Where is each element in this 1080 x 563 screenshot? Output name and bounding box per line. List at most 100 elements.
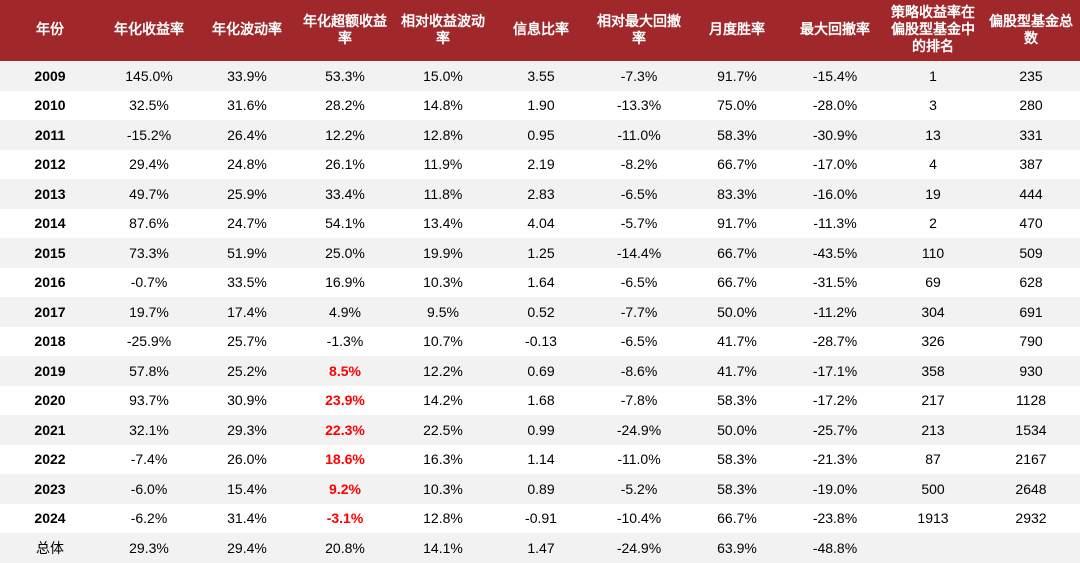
excess-return-cell: 22.3% xyxy=(325,421,365,438)
max-drawdown-cell: -16.0% xyxy=(812,185,858,202)
table-row: 2012 29.4% 24.8% 26.1% 11.9% 2.19 -8.2% 66.7% -1… xyxy=(0,149,1080,179)
fund-count-cell: 790 xyxy=(1019,333,1043,350)
max-drawdown-cell: -28.0% xyxy=(812,97,858,114)
information-ratio-cell: -0.91 xyxy=(525,510,557,527)
rank-cell: 1 xyxy=(929,67,937,84)
monthly-win-rate-cell: 50.0% xyxy=(717,421,757,438)
annual-volatility-cell: 17.4% xyxy=(227,303,267,320)
relative-volatility-cell: 10.3% xyxy=(423,480,463,497)
rank-cell: 87 xyxy=(925,451,941,468)
information-ratio-cell: 2.19 xyxy=(527,156,555,173)
year-cell: 2018 xyxy=(34,333,66,350)
relative-volatility-cell: 9.5% xyxy=(427,303,459,320)
annual-return-cell: 93.7% xyxy=(129,392,169,409)
relative-max-drawdown-cell: -5.7% xyxy=(620,215,658,232)
monthly-win-rate-cell: 58.3% xyxy=(717,392,757,409)
annual-return-cell: -0.7% xyxy=(130,274,168,291)
relative-max-drawdown-cell: -14.4% xyxy=(616,244,662,261)
monthly-win-rate-cell: 91.7% xyxy=(717,67,757,84)
monthly-win-rate-cell: 41.7% xyxy=(717,362,757,379)
relative-max-drawdown-cell: -8.6% xyxy=(620,362,658,379)
table-row: 2020 93.7% 30.9% 23.9% 14.2% 1.68 -7.8% 58.3% -1… xyxy=(0,385,1080,415)
fund-count-cell: 444 xyxy=(1019,185,1043,202)
annual-volatility-cell: 29.4% xyxy=(227,539,267,556)
information-ratio-cell: 0.69 xyxy=(527,362,555,379)
max-drawdown-cell: -28.7% xyxy=(812,333,858,350)
information-ratio-cell: 1.68 xyxy=(527,392,555,409)
annual-volatility-cell: 25.7% xyxy=(227,333,267,350)
monthly-win-rate-cell: 50.0% xyxy=(717,303,757,320)
information-ratio-cell: 0.99 xyxy=(527,421,555,438)
fund-count-cell: 387 xyxy=(1019,156,1043,173)
rank-cell: 213 xyxy=(921,421,945,438)
year-cell: 2022 xyxy=(34,451,66,468)
annual-return-cell: 32.1% xyxy=(129,421,169,438)
annual-return-cell: 73.3% xyxy=(129,244,169,261)
relative-volatility-cell: 14.2% xyxy=(423,392,463,409)
header-relative-volatility: 相对收益波动率 xyxy=(401,13,485,47)
excess-return-cell: 26.1% xyxy=(325,156,365,173)
header-annual-return: 年化收益率 xyxy=(114,22,184,38)
rank-cell: 4 xyxy=(929,156,937,173)
relative-max-drawdown-cell: -10.4% xyxy=(616,510,662,527)
excess-return-cell: 18.6% xyxy=(325,451,365,468)
excess-return-cell: 23.9% xyxy=(325,392,365,409)
monthly-win-rate-cell: 66.7% xyxy=(717,510,757,527)
year-cell: 2020 xyxy=(34,392,66,409)
fund-count-cell xyxy=(982,533,1080,563)
table-row: 2019 57.8% 25.2% 8.5% 12.2% 0.69 -8.6% 41.7% -17… xyxy=(0,356,1080,386)
rank-cell: 326 xyxy=(921,333,945,350)
max-drawdown-cell: -11.3% xyxy=(813,215,857,232)
information-ratio-cell: -0.13 xyxy=(525,333,557,350)
monthly-win-rate-cell: 58.3% xyxy=(717,480,757,497)
max-drawdown-cell: -17.1% xyxy=(812,362,858,379)
annual-return-cell: -15.2% xyxy=(126,126,172,143)
monthly-win-rate-cell: 75.0% xyxy=(717,97,757,114)
monthly-win-rate-cell: 66.7% xyxy=(717,274,757,291)
table-row: 2011 -15.2% 26.4% 12.2% 12.8% 0.95 -11.0% 58.3%… xyxy=(0,120,1080,150)
fund-count-cell: 1128 xyxy=(1015,392,1047,409)
excess-return-cell: 25.0% xyxy=(325,244,365,261)
relative-max-drawdown-cell: -13.3% xyxy=(616,97,662,114)
annual-volatility-cell: 24.8% xyxy=(227,156,267,173)
max-drawdown-cell: -48.8% xyxy=(812,539,858,556)
monthly-win-rate-cell: 83.3% xyxy=(717,185,757,202)
relative-volatility-cell: 16.3% xyxy=(423,451,463,468)
total-row: 总体 29.3% 29.4% 20.8% 14.1% 1.47 -24.9% 63.9% -48… xyxy=(0,533,1080,563)
year-cell: 2017 xyxy=(34,303,66,320)
excess-return-cell: 53.3% xyxy=(325,67,365,84)
annual-volatility-cell: 25.9% xyxy=(227,185,267,202)
max-drawdown-cell: -19.0% xyxy=(812,480,858,497)
relative-max-drawdown-cell: -5.2% xyxy=(620,480,658,497)
year-cell: 2009 xyxy=(34,67,66,84)
relative-max-drawdown-cell: -24.9% xyxy=(616,539,662,556)
relative-max-drawdown-cell: -11.0% xyxy=(617,126,661,143)
header-information-ratio: 信息比率 xyxy=(513,22,569,38)
annual-return-cell: -25.9% xyxy=(126,333,172,350)
fund-count-cell: 691 xyxy=(1019,303,1043,320)
max-drawdown-cell: -17.0% xyxy=(812,156,858,173)
annual-volatility-cell: 24.7% xyxy=(227,215,267,232)
excess-return-cell: 9.2% xyxy=(329,480,361,497)
excess-return-cell: -3.1% xyxy=(326,510,364,527)
relative-volatility-cell: 15.0% xyxy=(423,67,463,84)
information-ratio-cell: 1.47 xyxy=(527,539,555,556)
excess-return-cell: 16.9% xyxy=(325,274,365,291)
fund-count-cell: 1534 xyxy=(1015,421,1047,438)
max-drawdown-cell: -25.7% xyxy=(812,421,858,438)
year-cell: 2013 xyxy=(34,185,66,202)
information-ratio-cell: 4.04 xyxy=(527,215,555,232)
max-drawdown-cell: -23.8% xyxy=(812,510,858,527)
annual-return-cell: 19.7% xyxy=(129,303,169,320)
monthly-win-rate-cell: 41.7% xyxy=(717,333,757,350)
year-cell: 2019 xyxy=(34,362,66,379)
fund-count-cell: 331 xyxy=(1019,126,1043,143)
information-ratio-cell: 1.14 xyxy=(527,451,555,468)
fund-count-cell: 2932 xyxy=(1015,510,1047,527)
table-row: 2022 -7.4% 26.0% 18.6% 16.3% 1.14 -11.0% 58.3% -… xyxy=(0,444,1080,474)
annual-return-cell: 49.7% xyxy=(129,185,169,202)
annual-volatility-cell: 15.4% xyxy=(227,480,267,497)
max-drawdown-cell: -15.4% xyxy=(812,67,858,84)
relative-max-drawdown-cell: -6.5% xyxy=(620,185,658,202)
header-excess-return: 年化超额收益率 xyxy=(303,13,387,47)
